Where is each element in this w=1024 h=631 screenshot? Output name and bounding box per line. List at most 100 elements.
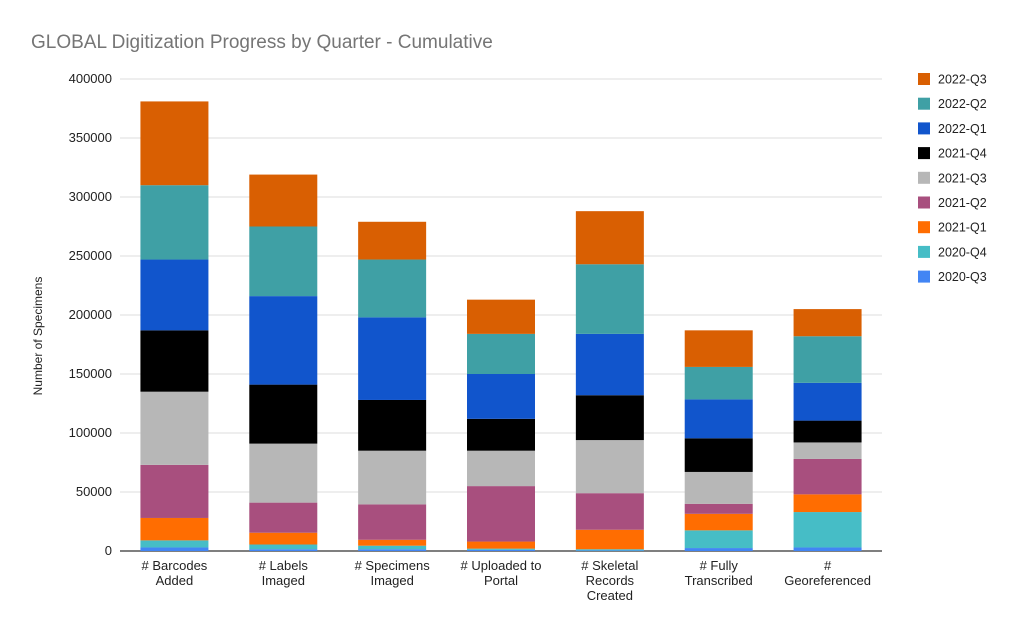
y-tick-label: 100000 <box>69 425 112 440</box>
bar-segment-2022-Q3 <box>140 101 209 186</box>
bar-segment-2021-Q3 <box>249 443 318 503</box>
legend-item: 2022-Q3 <box>918 73 987 87</box>
bar-segment-2021-Q1 <box>684 513 753 531</box>
legend-swatch <box>918 97 930 110</box>
bar-segment-2020-Q4 <box>140 540 209 548</box>
bar-segment-2021-Q4 <box>575 395 644 441</box>
bar-segment-2020-Q4 <box>575 549 644 551</box>
bar-stacks <box>140 101 862 551</box>
legend-label: 2022-Q2 <box>938 97 987 111</box>
bar-segment-2021-Q3 <box>467 450 535 487</box>
bar-segment-2021-Q2 <box>575 493 644 530</box>
bar-segment-2022-Q3 <box>575 211 644 265</box>
y-tick-label: 350000 <box>69 130 112 145</box>
bar-segment-2020-Q4 <box>467 548 535 550</box>
bar-segment-2022-Q1 <box>793 382 862 421</box>
bar-stack <box>467 299 535 551</box>
bar-segment-2021-Q1 <box>793 494 862 513</box>
legend-label: 2022-Q1 <box>938 122 987 136</box>
legend: 2022-Q3 2022-Q2 2022-Q1 2021-Q4 2021-Q3 2021-… <box>918 73 987 284</box>
bar-segment-2022-Q2 <box>793 336 862 383</box>
bar-stack <box>358 221 427 551</box>
bar-segment-2022-Q1 <box>467 374 535 419</box>
x-tick-label: # Barcodes Added <box>142 558 208 588</box>
y-tick-label: 50000 <box>76 484 112 499</box>
legend-item: 2021-Q3 <box>918 171 987 185</box>
bar-segment-2022-Q2 <box>575 264 644 334</box>
legend-item: 2022-Q1 <box>918 122 987 136</box>
legend-swatch <box>918 73 930 85</box>
legend-item: 2021-Q4 <box>918 147 987 161</box>
legend-swatch <box>918 221 930 234</box>
bar-segment-2021-Q3 <box>575 440 644 494</box>
bar-segment-2022-Q1 <box>249 296 318 385</box>
legend-label: 2021-Q1 <box>938 221 987 235</box>
bar-segment-2021-Q3 <box>140 391 209 465</box>
x-tick-label: # Georeferenced <box>784 558 871 588</box>
bar-segment-2021-Q4 <box>684 438 753 472</box>
bar-segment-2022-Q2 <box>684 366 753 400</box>
y-axis-label: Number of Specimens <box>31 277 45 396</box>
legend-label: 2020-Q3 <box>938 270 987 284</box>
bar-segment-2022-Q2 <box>467 333 535 374</box>
x-tick-label: # Skeletal Records Created <box>581 558 638 603</box>
bar-segment-2021-Q2 <box>793 458 862 495</box>
bar-segment-2022-Q2 <box>358 259 427 318</box>
bar-segment-2020-Q4 <box>793 512 862 548</box>
y-tick-label: 250000 <box>69 248 112 263</box>
bar-segment-2020-Q3 <box>140 547 209 551</box>
legend-label: 2022-Q3 <box>938 73 987 87</box>
bar-segment-2022-Q3 <box>249 174 318 227</box>
y-axis-ticks: 0 50000 100000 150000 200000 250000 300000 3500… <box>69 71 112 558</box>
legend-item: 2021-Q1 <box>918 221 987 235</box>
x-tick-label: # Specimens Imaged <box>355 558 431 588</box>
legend-label: 2020-Q4 <box>938 245 987 259</box>
bar-segment-2022-Q2 <box>249 226 318 297</box>
legend-item: 2020-Q3 <box>918 270 987 284</box>
legend-swatch <box>918 245 930 258</box>
bar-segment-2021-Q4 <box>140 330 209 392</box>
bar-stack <box>793 309 862 551</box>
legend-label: 2021-Q4 <box>938 147 987 161</box>
x-tick-label: # Uploaded to Portal <box>461 558 542 588</box>
bar-segment-2021-Q2 <box>249 502 318 533</box>
bar-segment-2021-Q1 <box>249 532 318 545</box>
bar-segment-2021-Q1 <box>358 539 427 546</box>
bar-segment-2021-Q1 <box>140 517 209 541</box>
bar-segment-2020-Q3 <box>467 549 535 551</box>
bar-segment-2021-Q4 <box>793 420 862 443</box>
bar-segment-2022-Q1 <box>358 317 427 400</box>
bar-stack <box>249 174 318 551</box>
bar-segment-2021-Q4 <box>249 384 318 444</box>
bar-segment-2021-Q2 <box>358 504 427 540</box>
y-tick-label: 200000 <box>69 307 112 322</box>
bar-segment-2021-Q1 <box>575 529 644 550</box>
bar-segment-2021-Q3 <box>793 442 862 459</box>
bar-segment-2022-Q1 <box>575 333 644 396</box>
legend-swatch <box>918 270 930 283</box>
y-tick-label: 0 <box>105 543 112 558</box>
bar-segment-2020-Q3 <box>358 549 427 551</box>
legend-item: 2022-Q2 <box>918 97 987 111</box>
bar-segment-2022-Q1 <box>140 259 209 331</box>
bar-segment-2020-Q3 <box>684 548 753 551</box>
bar-segment-2021-Q2 <box>467 486 535 542</box>
bar-stack <box>575 211 644 551</box>
legend-label: 2021-Q3 <box>938 171 987 185</box>
bar-segment-2021-Q1 <box>467 541 535 549</box>
bar-segment-2022-Q3 <box>684 330 753 367</box>
y-tick-label: 300000 <box>69 189 112 204</box>
bar-segment-2022-Q1 <box>684 399 753 439</box>
bar-segment-2022-Q3 <box>467 299 535 334</box>
x-tick-label: # Fully Transcribed <box>685 558 753 588</box>
bar-segment-2020-Q3 <box>793 547 862 551</box>
legend-swatch <box>918 171 930 184</box>
legend-swatch <box>918 122 930 135</box>
bar-segment-2020-Q4 <box>249 544 318 550</box>
legend-item: 2020-Q4 <box>918 245 987 259</box>
bar-segment-2020-Q3 <box>575 550 644 551</box>
bar-segment-2021-Q2 <box>684 503 753 514</box>
bar-segment-2021-Q3 <box>684 471 753 504</box>
